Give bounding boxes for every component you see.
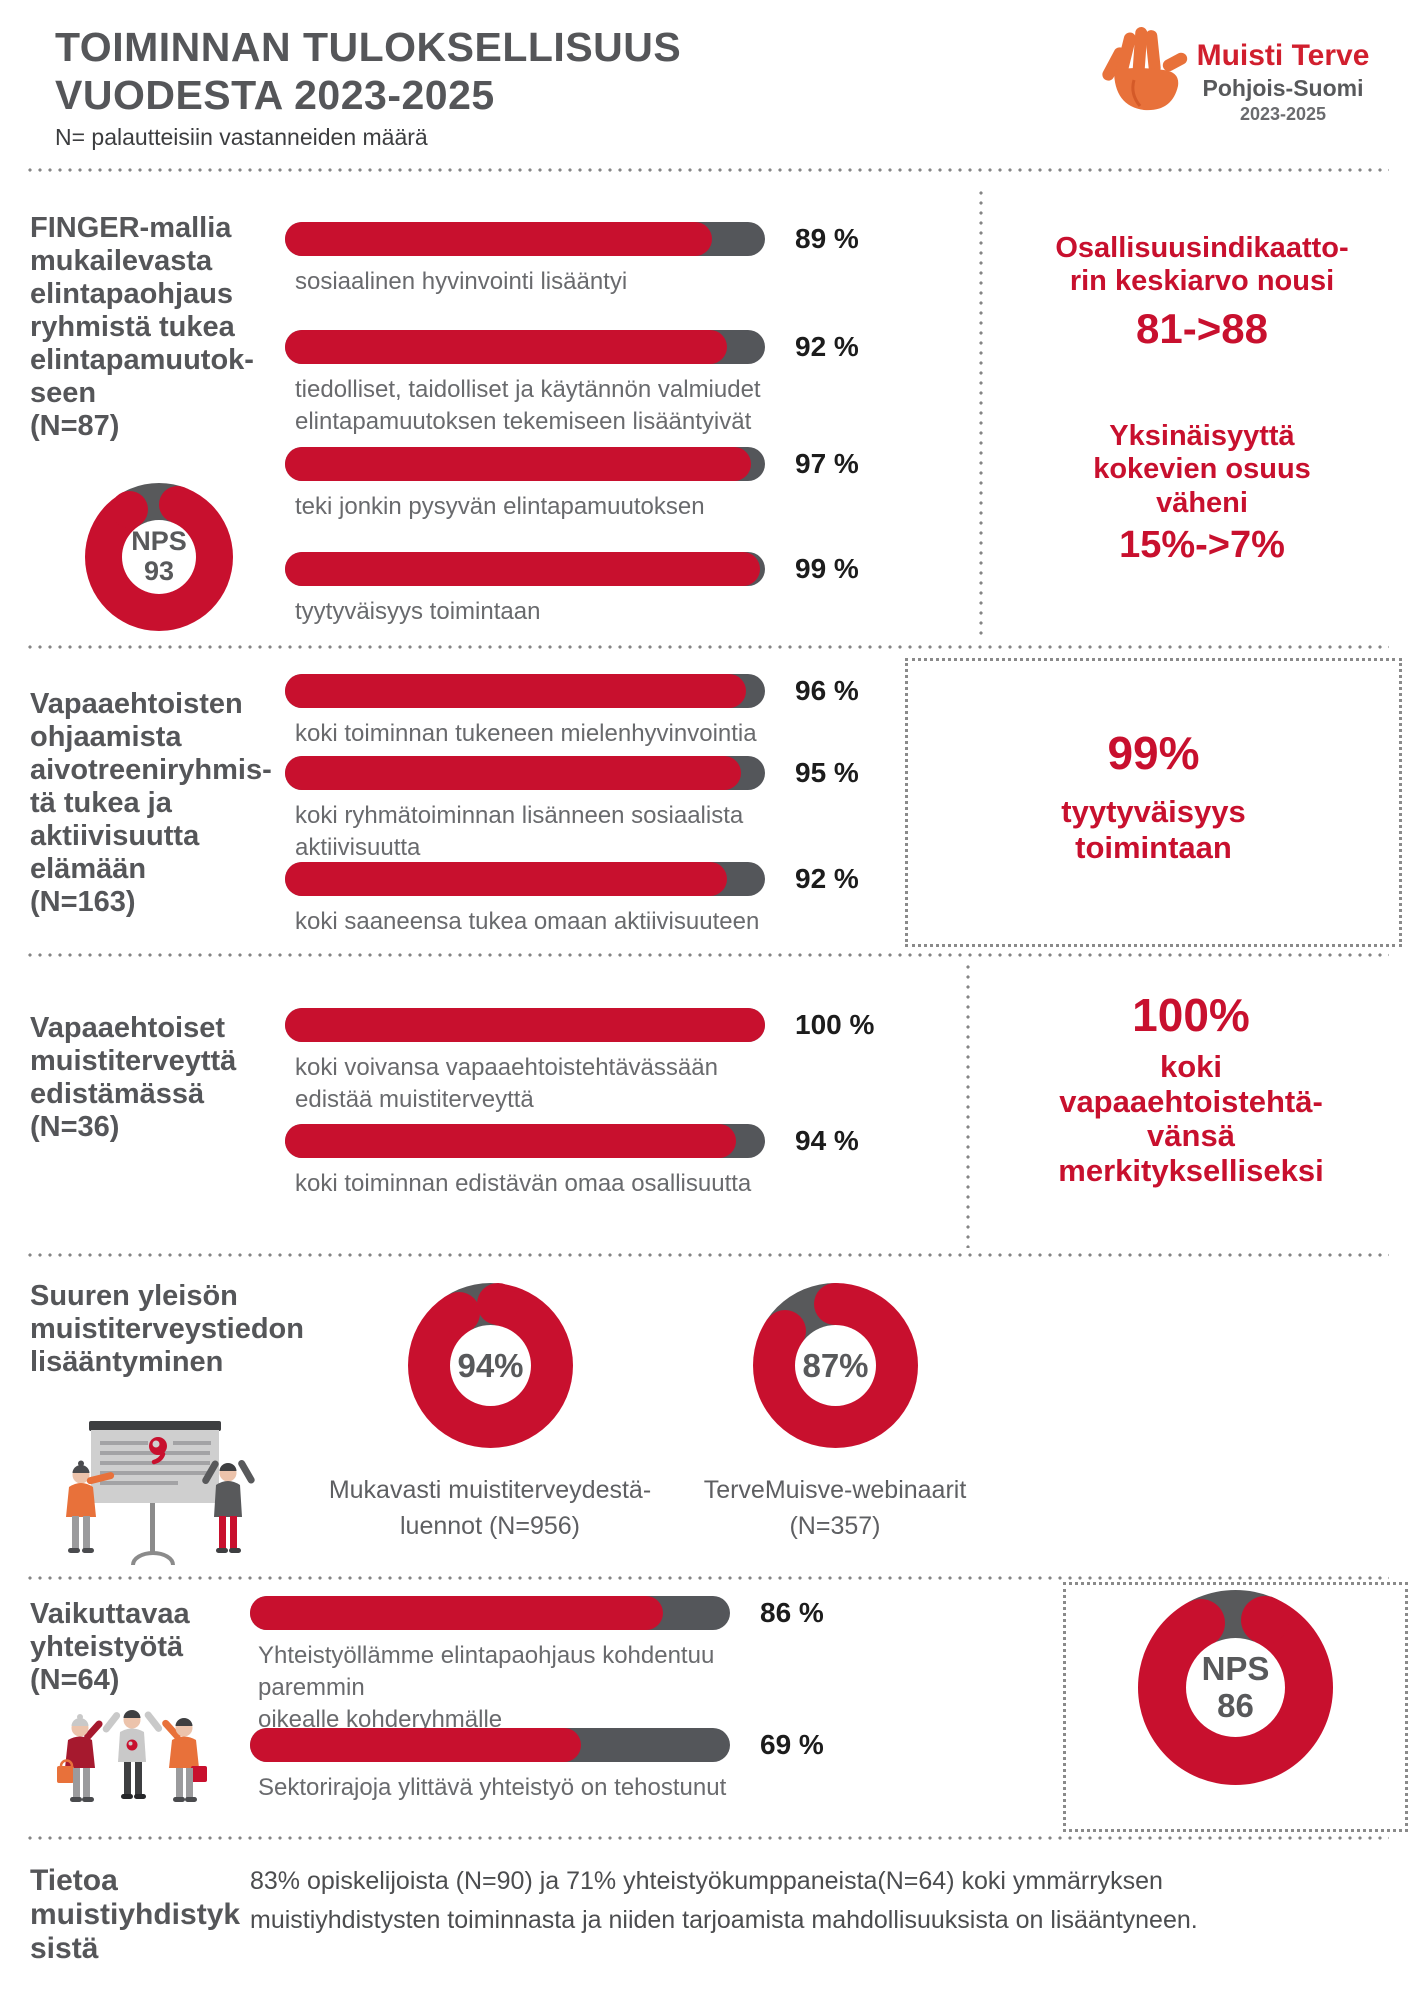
bar-track [285,1124,765,1158]
section1-heading: FINGER-mallia mukailevasta elintapaohjau… [30,212,254,443]
bar-track [285,552,765,586]
bar-label: koki ryhmätoiminnan lisänneen sosiaalist… [295,802,744,861]
bar-label: koki saaneensa tukea omaan aktiivisuutee… [295,908,760,935]
stat-title: Osallisuusindikaatto- rin keskiarvo nous… [1055,232,1349,298]
section-separator [25,1576,1389,1580]
donut-lectures: 94% [408,1283,573,1448]
bar-value: 86 % [760,1597,824,1628]
bar-track [250,1728,730,1762]
hand-icon [1100,22,1194,114]
brand-region: Pohjois-Suomi [1202,74,1364,101]
section4-heading: Suuren yleisön muistiterveystiedon lisää… [30,1280,304,1379]
presenter-left [66,1460,115,1553]
title-line-2: VUODESTA 2023-2025 [55,71,495,118]
bar-track [285,674,765,708]
bar-fill [285,674,746,708]
stat-value: 15%->7% [1119,524,1285,566]
bar-label: Sektorirajoja ylittävä yhteistyö on teho… [258,1774,727,1801]
bar-track [285,330,765,364]
callout-value: 99% [1107,727,1200,779]
bar-fill [285,222,713,256]
bar-label: tiedolliset, taidolliset ja käytännön va… [295,376,761,435]
callout-value: 100% [1132,989,1250,1041]
bar-fill [285,447,751,481]
nps-donut-86-value: NPS 86 [1201,1649,1270,1724]
title-line-1: TOIMINNAN TULOKSELLISUUS [55,24,682,70]
bar-value: 94 % [795,1125,859,1156]
person-right [162,1718,207,1802]
bar-value: 99 % [795,553,859,584]
nps-box [1063,1582,1408,1832]
presenter-right [202,1460,255,1553]
brand-logo: Muisti Terve Pohjois-Suomi 2023-2025 [1188,40,1378,125]
column-divider [966,962,970,1248]
nps-donut-93: NPS 93 [85,483,233,631]
bar-label: Yhteistyöllämme elintapaohjaus kohdentuu… [258,1642,715,1733]
callout-label: tyytyväisyys toimintaan [1061,794,1246,865]
column-divider [979,188,983,640]
bar-value: 100 % [795,1009,875,1040]
section-separator [25,953,1389,957]
bar-label: teki jonkin pysyvän elintapamuutoksen [295,493,705,520]
section-separator [25,1253,1389,1257]
section-separator [25,1836,1389,1840]
stat-title: Yksinäisyyttä kokevien osuus väheni [1093,420,1311,519]
section2-heading: Vapaaehtoisten ohjaamista aivotreeniryhm… [30,688,272,919]
section6-heading: Tietoa muistiyhdistyk sistä [30,1864,241,1966]
section3-heading: Vapaaehtoiset muistiterveyttä edistämäss… [30,1012,237,1144]
brand-name: Muisti Terve [1196,39,1370,72]
brand-years: 2023-2025 [1239,103,1327,124]
bar-track [285,862,765,896]
person-left [57,1714,103,1802]
bar-value: 92 % [795,863,859,894]
bar-label: koki toiminnan tukeneen mielenhyvinvoint… [295,720,757,747]
section-separator [25,168,1389,172]
bar-fill [285,1008,765,1042]
bar-label: koki toiminnan edistävän omaa osallisuut… [295,1170,752,1197]
bar-fill [285,552,761,586]
donut-lectures-value: 94% [457,1346,524,1384]
section6-body: 83% opiskelijoista (N=90) ja 71% yhteist… [250,1867,1198,1934]
donut-webinars-value: 87% [802,1346,869,1384]
three-people-highfive-illustration [50,1700,215,1825]
bar-track [285,447,765,481]
donut-lectures-label: Mukavasti muistiterveydestä- luennot (N=… [328,1476,652,1540]
bar-fill [250,1728,582,1762]
person-middle [102,1710,163,1799]
bar-value: 97 % [795,448,859,479]
nps-donut-86: NPS 86 [1138,1590,1333,1785]
donut-webinars: 87% [753,1283,918,1448]
nps-donut-93-value: NPS 93 [131,526,187,586]
bar-track [250,1596,730,1630]
callout-box [905,658,1402,947]
bar-track [285,222,765,256]
presentation-audience-illustration [55,1415,260,1570]
bar-label: koki voivansa vapaaehtoistehtävässään ed… [295,1054,718,1113]
bar-value: 95 % [795,757,859,788]
bar-fill [285,1124,737,1158]
subtitle: N= palautteisiin vastanneiden määrä [55,124,428,150]
bar-label: sosiaalinen hyvinvointi lisääntyi [295,268,628,295]
bar-label: tyytyväisyys toimintaan [295,598,541,625]
page-title: TOIMINNAN TULOKSELLISUUS VUODESTA 2023-2… [55,24,681,120]
bar-track [285,756,765,790]
bar-track [285,1008,765,1042]
bar-fill [285,862,727,896]
callout-label: koki vapaaehtoistehtä- vänsä merkityksel… [1058,1049,1324,1189]
bar-value: 92 % [795,331,859,362]
section5-heading: Vaikuttavaa yhteistyötä (N=64) [30,1598,190,1697]
bar-value: 89 % [795,223,859,254]
section-separator [25,645,1389,649]
bar-value: 96 % [795,675,859,706]
bar-fill [285,756,741,790]
donut-webinars-label: TerveMuisve-webinaarit (N=357) [703,1476,967,1540]
bar-value: 69 % [760,1729,824,1760]
bar-fill [285,330,727,364]
bar-fill [250,1596,663,1630]
stat-value: 81->88 [1136,305,1268,352]
